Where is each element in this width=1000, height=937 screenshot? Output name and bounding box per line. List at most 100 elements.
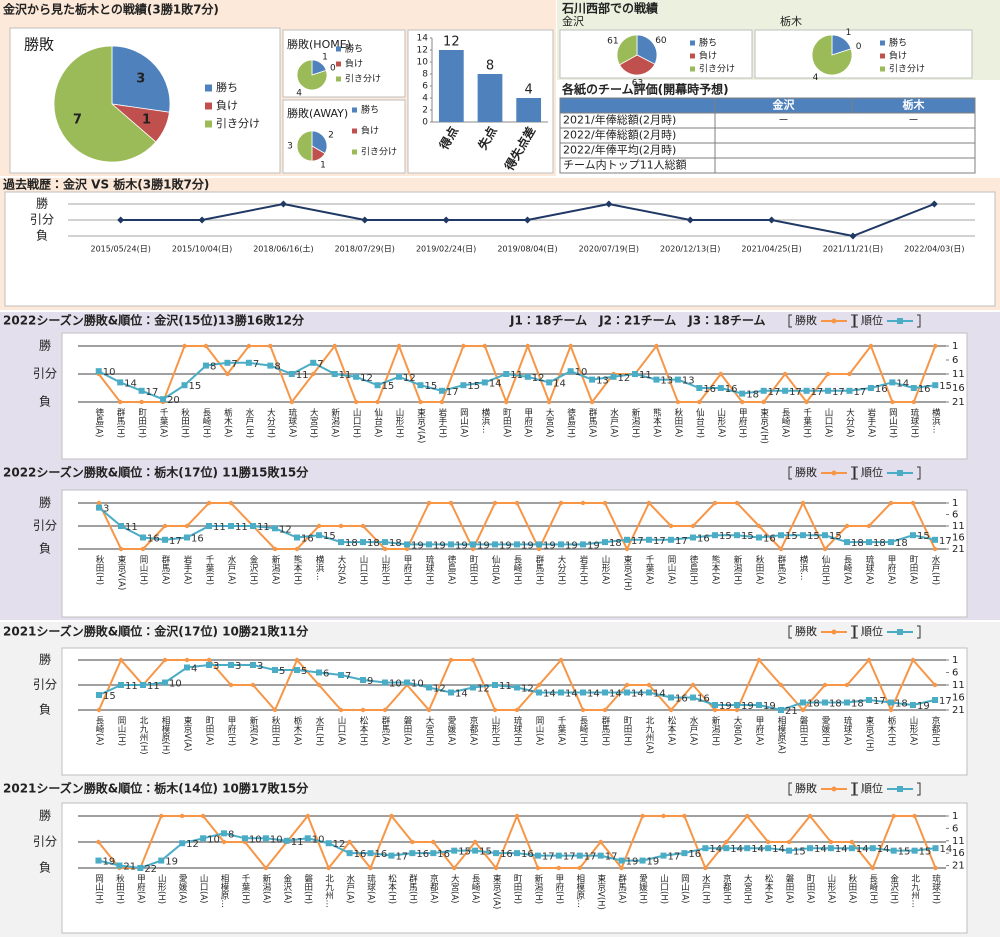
point [250,682,256,688]
y2-tick-label: 11 [952,521,965,532]
point [536,682,542,688]
data-label: 10 [312,834,325,845]
y-tick-label: 14 [417,34,429,44]
y-tick-label: 4 [422,94,428,104]
x-tick-label: 東京V(H) [622,554,632,590]
point [162,523,168,529]
point [712,532,718,539]
point [867,385,874,391]
data-label: 10 [411,679,424,690]
x-tick-label: 新潟(A) [270,555,280,584]
x-tick-label: 長崎(H) [578,716,588,746]
plot-frame [61,489,968,618]
point [184,664,190,671]
point [162,536,168,543]
point [404,679,410,686]
x-tick-label: 琉球(A) [842,716,852,745]
point [827,845,834,852]
legend-label: 負け [216,99,238,112]
point [331,371,338,377]
data-label: 14 [751,844,764,855]
data-label: 16 [500,849,513,860]
chart-title: 過去戦歴：金沢 VS 栃木(3勝1敗7分) [3,177,209,192]
data-label: 17 [873,696,886,707]
x-tick-label: 徳島(H) [688,554,698,585]
point [224,359,231,366]
x-tick-label: 京都(A) [468,716,478,745]
point [228,662,234,668]
point [492,500,498,506]
data-label: 19 [647,857,660,868]
point [778,546,784,552]
data-label: 16 [763,534,776,545]
data-label: 16 [416,849,429,860]
x-tick-label: 2021/11/21(日) [823,245,883,254]
data-label: 14 [124,378,137,389]
x-tick-label: 愛媛(H) [638,873,648,904]
point [117,399,123,405]
x-tick-label: 2018/07/29(日) [335,245,395,254]
data-label: 15 [467,381,480,392]
point [690,534,696,541]
point [576,852,583,859]
point [890,399,895,405]
point [800,500,806,506]
data-label: 15 [741,531,754,542]
point [382,679,388,686]
x-tick-label: 2015/10/04(日) [172,245,232,254]
data-label: 16 [375,849,388,860]
data-label: 17 [605,852,618,863]
chart-title: 2022シーズン勝敗&順位：栃木(17位) 11勝15敗15分 [3,465,309,480]
data-label: 11 [339,370,352,381]
point [316,669,322,676]
legend-marker [831,470,837,476]
point [697,399,702,405]
data-label: 14 [940,844,953,855]
point [800,699,806,706]
y2-tick-label: 21 [952,705,965,716]
x-tick-label: 東京V(A) [116,554,126,590]
data-label: 0 [856,42,862,52]
point [353,373,360,380]
point [866,697,872,703]
x-tick-label: 相模原(H) [160,715,170,754]
x-tick-label: 松本(A) [666,715,676,745]
point [184,657,190,663]
data-label: 18 [367,538,380,549]
legend-bracket [788,466,855,480]
point [930,200,938,208]
legend-marker [831,629,837,635]
point [514,500,520,506]
point [305,813,310,819]
data-label: 19 [543,540,556,551]
point [653,376,660,383]
point [514,707,520,713]
point [654,343,659,349]
point [844,523,850,529]
data-label: 16 [147,534,160,545]
x-tick-label: 琉球(H) [909,408,919,438]
x-tick-label: 水戸(A) [345,873,355,903]
point [96,707,102,713]
data-label: 11 [147,681,160,692]
point [439,399,445,405]
point [825,371,831,377]
legend-label: 勝ち [216,80,238,94]
x-tick-label: 北九州… [324,874,334,908]
point [470,684,476,691]
point [470,546,476,552]
legend-label: 順位 [861,782,883,795]
point [184,534,190,541]
point [325,840,332,847]
point [470,541,476,548]
point [160,396,167,403]
x-tick-label: 岡山(H) [116,716,126,746]
legend-swatch [336,61,341,67]
data-label: 19 [433,540,446,551]
legend-marker [831,318,837,324]
point [338,539,344,546]
point [535,865,541,871]
data-label: 18 [609,538,622,549]
x-tick-label: 京都(H) [930,716,940,746]
data-label: 14 [772,844,785,855]
